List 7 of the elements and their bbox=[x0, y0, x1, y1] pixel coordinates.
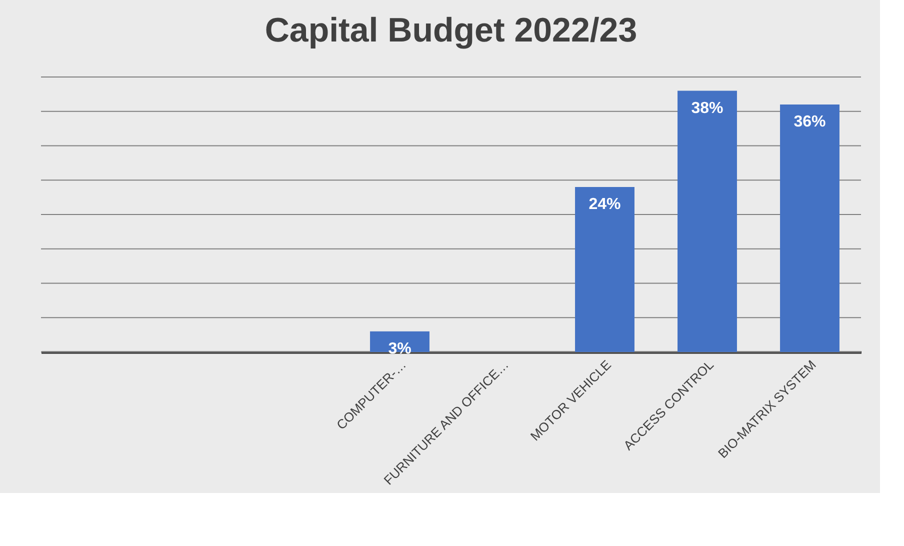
data-label: 24% bbox=[588, 196, 621, 213]
bar bbox=[678, 90, 737, 352]
bar bbox=[575, 187, 634, 352]
data-label: 36% bbox=[794, 114, 826, 130]
bar bbox=[780, 104, 840, 352]
data-label: 38% bbox=[691, 100, 724, 117]
chart-title: Capital Budget 2022/23 bbox=[264, 12, 638, 50]
